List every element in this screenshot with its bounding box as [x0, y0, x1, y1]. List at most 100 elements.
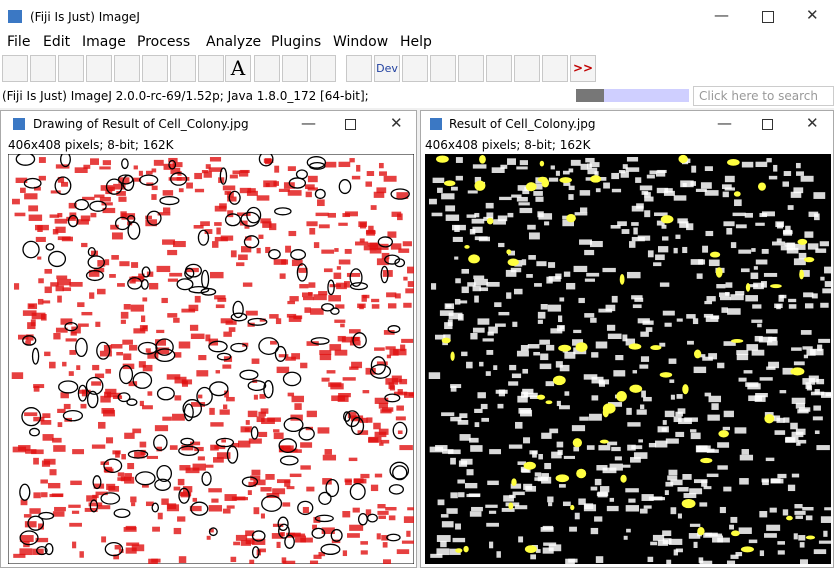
label-mark: [371, 304, 380, 309]
tool-button[interactable]: [282, 55, 308, 82]
cell-blob: [803, 256, 815, 263]
image-canvas[interactable]: [425, 154, 831, 564]
label-mark: [643, 396, 652, 402]
image-canvas[interactable]: [8, 154, 414, 564]
label-mark: [667, 475, 678, 481]
maximize-button[interactable]: [345, 119, 356, 130]
label-mark: [71, 510, 80, 514]
label-mark: [690, 432, 701, 440]
label-mark: [287, 190, 302, 196]
label-mark: [598, 445, 611, 451]
menu-item[interactable]: File: [7, 34, 31, 50]
minimize-button[interactable]: —: [717, 114, 732, 132]
tool-button[interactable]: [542, 55, 568, 82]
dev-tool[interactable]: Dev: [374, 55, 400, 82]
tool-button[interactable]: [402, 55, 428, 82]
label-mark: [574, 512, 580, 520]
menu-item[interactable]: Plugins: [271, 34, 322, 50]
more-tools[interactable]: >>: [570, 55, 596, 82]
search-box[interactable]: Click here to search: [693, 86, 834, 106]
tool-button[interactable]: [2, 55, 28, 82]
tool-button[interactable]: [430, 55, 456, 82]
label-mark: [403, 516, 414, 523]
tool-button[interactable]: [170, 55, 196, 82]
label-mark: [397, 389, 403, 395]
label-mark: [305, 191, 312, 198]
label-mark: [813, 192, 826, 199]
label-mark: [132, 428, 142, 434]
cell-outline: [247, 380, 267, 392]
label-mark: [458, 492, 465, 498]
label-mark: [28, 214, 43, 221]
label-mark: [595, 556, 604, 563]
tool-button[interactable]: [310, 55, 336, 82]
label-mark: [481, 417, 490, 422]
tool-button[interactable]: [254, 55, 280, 82]
cell-blob: [678, 154, 688, 164]
label-mark: [516, 166, 528, 170]
maximize-button[interactable]: [762, 11, 774, 23]
tool-button[interactable]: [198, 55, 224, 82]
label-mark: [322, 454, 337, 461]
label-mark: [145, 215, 152, 220]
menu-item[interactable]: Image: [82, 34, 126, 50]
label-mark: [782, 367, 793, 375]
label-mark: [704, 300, 713, 305]
label-mark: [501, 507, 515, 512]
label-mark: [698, 557, 704, 563]
label-mark: [589, 162, 600, 168]
menu-item[interactable]: Process: [137, 34, 191, 50]
label-mark: [565, 558, 575, 564]
label-mark: [378, 515, 386, 519]
tool-button[interactable]: [514, 55, 540, 82]
label-mark: [446, 508, 458, 514]
label-mark: [486, 281, 500, 287]
tool-button[interactable]: [142, 55, 168, 82]
close-button[interactable]: ✕: [806, 6, 819, 24]
label-mark: [695, 188, 707, 192]
label-mark: [740, 268, 750, 273]
label-mark: [247, 490, 252, 496]
label-mark: [625, 488, 639, 493]
label-mark: [675, 234, 681, 239]
close-button[interactable]: ✕: [390, 114, 403, 132]
tool-button[interactable]: [114, 55, 140, 82]
label-mark: [60, 318, 73, 325]
label-mark: [673, 549, 678, 556]
label-mark: [407, 281, 414, 287]
label-mark: [293, 315, 303, 320]
minimize-button[interactable]: —: [301, 114, 316, 132]
label-mark: [769, 507, 777, 513]
tool-button[interactable]: [86, 55, 112, 82]
label-mark: [689, 488, 703, 495]
menu-item[interactable]: Analyze: [206, 34, 262, 50]
label-mark: [194, 295, 201, 303]
label-mark: [488, 510, 497, 514]
tool-button[interactable]: [458, 55, 484, 82]
label-mark: [519, 207, 533, 214]
label-mark: [450, 384, 462, 389]
maximize-button[interactable]: [762, 119, 773, 130]
menu-item[interactable]: Help: [400, 34, 432, 50]
cell-outline: [44, 542, 54, 556]
tool-button[interactable]: [346, 55, 372, 82]
label-mark: [723, 410, 734, 418]
tool-button[interactable]: [486, 55, 512, 82]
label-mark: [142, 297, 148, 302]
close-button[interactable]: ✕: [806, 114, 819, 132]
label-mark: [782, 181, 790, 187]
text-tool[interactable]: A: [225, 55, 251, 82]
menu-item[interactable]: Window: [333, 34, 389, 50]
label-mark: [11, 372, 24, 380]
label-mark: [378, 428, 389, 435]
label-mark: [815, 248, 827, 253]
label-mark: [258, 548, 266, 553]
label-mark: [738, 249, 752, 254]
label-mark: [31, 449, 44, 455]
menu-item[interactable]: Edit: [43, 34, 71, 50]
label-mark: [91, 444, 106, 449]
minimize-button[interactable]: —: [714, 6, 729, 24]
cell-outline: [54, 176, 72, 195]
tool-button[interactable]: [30, 55, 56, 82]
tool-button[interactable]: [58, 55, 84, 82]
